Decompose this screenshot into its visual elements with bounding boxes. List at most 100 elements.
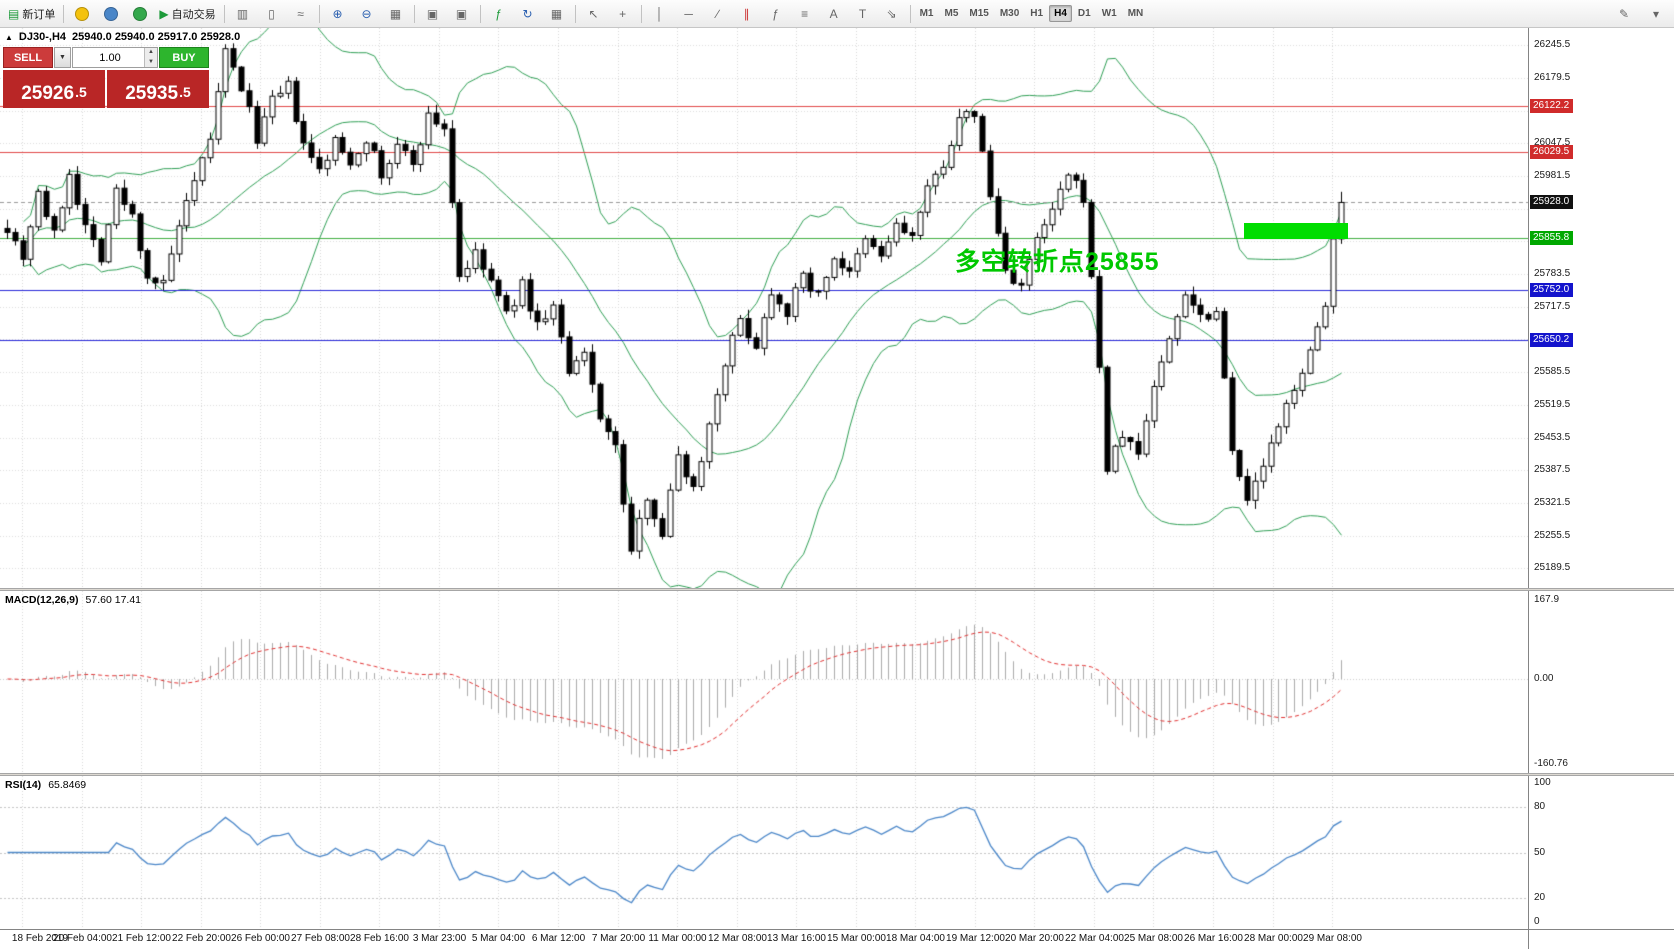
time-label: 5 Mar 04:00: [471, 933, 526, 944]
line-chart-button[interactable]: ≈: [287, 2, 315, 26]
rsi-axis[interactable]: 100 80 50 20 0: [1528, 776, 1674, 929]
macd-canvas[interactable]: [0, 591, 1528, 773]
timeframe-m5[interactable]: M5: [944, 8, 959, 19]
bar-chart-button[interactable]: ▥: [229, 2, 257, 26]
buy-price-box[interactable]: 25935 .5: [107, 70, 209, 108]
vertical-line-button[interactable]: │: [646, 2, 674, 26]
time-axis[interactable]: 18 Feb 2019 20 Feb 04:00 21 Feb 12:00 22 Fe…: [0, 929, 1528, 949]
arrow-tool-button[interactable]: ⇘: [878, 2, 906, 26]
time-label: 22 Feb 20:00: [172, 933, 231, 944]
price-level-badge: 26029.5: [1530, 145, 1574, 160]
price-axis[interactable]: 26245.5 26179.5 26047.5 25981.5 25783.5 25717…: [1528, 28, 1674, 588]
volume-input[interactable]: [73, 48, 157, 67]
candlestick-button[interactable]: ▯: [258, 2, 286, 26]
ohlc-values: 25940.0 25940.0 25917.0 25928.0: [72, 31, 241, 43]
tile-windows-button[interactable]: ▣: [419, 2, 447, 26]
text-button[interactable]: A: [820, 2, 848, 26]
macd-tick-label: -160.76: [1534, 758, 1568, 769]
signals-button[interactable]: [68, 2, 96, 26]
panel-splitter[interactable]: [0, 588, 1674, 591]
price-tick-label: 25387.5: [1534, 464, 1571, 476]
collapse-icon[interactable]: ▲: [5, 32, 13, 42]
spin-up-icon[interactable]: ▲: [145, 48, 157, 58]
crosshair-icon: +: [619, 6, 627, 21]
toolbar-overflow-button[interactable]: ▾: [1642, 2, 1670, 26]
macd-panel[interactable]: MACD(12,26,9) 57.60 17.41: [0, 591, 1528, 773]
community-button[interactable]: [97, 2, 125, 26]
horizontal-line-icon: ─: [684, 6, 693, 21]
indicators-icon: ƒ: [495, 6, 502, 21]
fibonacci-button[interactable]: ƒ: [762, 2, 790, 26]
timeframe-m1[interactable]: M1: [919, 8, 934, 19]
cursor-icon: ↖: [588, 6, 599, 21]
time-label: 26 Mar 16:00: [1184, 933, 1243, 944]
rsi-tick-label: 0: [1534, 916, 1540, 927]
timeframe-mn[interactable]: MN: [1127, 8, 1144, 19]
crosshair-button[interactable]: +: [609, 2, 637, 26]
channel-button[interactable]: ∥: [733, 2, 761, 26]
rsi-canvas[interactable]: [0, 776, 1528, 929]
volume-stepper[interactable]: ▲ ▼: [144, 48, 157, 67]
period-button[interactable]: ↻: [514, 2, 542, 26]
sell-button[interactable]: SELL: [3, 47, 53, 68]
indicators-button[interactable]: ƒ: [485, 2, 513, 26]
price-chart-area[interactable]: ▲ DJ30-,H4 25940.0 25940.0 25917.0 25928…: [0, 28, 1528, 588]
time-label: 18 Mar 04:00: [886, 933, 945, 944]
macd-name: MACD(12,26,9): [5, 594, 79, 606]
market-button[interactable]: [126, 2, 154, 26]
template-icon: ▦: [550, 6, 563, 21]
separator: [574, 4, 576, 23]
template-button[interactable]: ▦: [543, 2, 571, 26]
horizontal-line-button[interactable]: ─: [675, 2, 703, 26]
separator: [640, 4, 642, 23]
time-label: 28 Mar 00:00: [1244, 933, 1303, 944]
price-tick-label: 25519.5: [1534, 398, 1571, 410]
time-label: 26 Feb 00:00: [231, 933, 290, 944]
timeframe-m15[interactable]: M15: [969, 8, 989, 19]
timeframe-h1[interactable]: H1: [1030, 8, 1044, 19]
chevron-down-icon: ▾: [1652, 6, 1660, 21]
price-chart-canvas[interactable]: [0, 28, 1528, 588]
new-order-button[interactable]: ▤ 新订单: [4, 2, 59, 26]
macd-tick-label: 0.00: [1534, 673, 1554, 684]
chevron-down-icon: ▼: [59, 54, 66, 61]
cursor-button[interactable]: ↖: [580, 2, 608, 26]
panel-splitter[interactable]: [0, 773, 1674, 776]
vertical-line-icon: │: [655, 6, 664, 21]
timeframe-w1[interactable]: W1: [1101, 8, 1117, 19]
zoom-in-button[interactable]: ⊕: [324, 2, 352, 26]
trendline-button[interactable]: ∕: [704, 2, 732, 26]
separator: [413, 4, 415, 23]
timeframe-m30[interactable]: M30: [999, 8, 1020, 19]
price-tick-label: 25321.5: [1534, 497, 1571, 508]
macd-axis[interactable]: 167.9 0.00 -160.76: [1528, 591, 1674, 773]
auto-trading-button[interactable]: ▶ 自动交易: [155, 2, 219, 26]
rsi-name: RSI(14): [5, 779, 42, 791]
timeframe-h4[interactable]: H4: [1049, 5, 1072, 22]
zoom-out-button[interactable]: ⊖: [353, 2, 381, 26]
timeframe-d1[interactable]: D1: [1077, 8, 1091, 19]
fibonacci-icon: ƒ: [772, 6, 779, 21]
candlestick-icon: ▯: [268, 6, 275, 21]
spin-down-icon[interactable]: ▼: [145, 57, 157, 67]
price-tick-label: 25981.5: [1534, 169, 1571, 181]
axis-corner: [1528, 929, 1674, 949]
edit-button[interactable]: ✎: [1610, 2, 1638, 26]
rsi-panel[interactable]: RSI(14) 65.8469: [0, 776, 1528, 929]
bar-chart-icon: ▥: [236, 6, 249, 21]
zoom-in-icon: ⊕: [332, 6, 343, 21]
community-icon: [104, 6, 119, 21]
time-label: 21 Feb 12:00: [112, 933, 171, 944]
shapes-button[interactable]: ≡: [791, 2, 819, 26]
rsi-tick-label: 50: [1534, 846, 1546, 858]
symbol-timeframe-label: DJ30-,H4: [18, 31, 66, 43]
new-order-label: 新订单: [22, 8, 56, 21]
sell-price-box[interactable]: 25926 .5: [3, 70, 105, 108]
volume-dropdown-button[interactable]: ▼: [54, 47, 71, 68]
buy-price: 25935: [125, 83, 179, 104]
tile-windows-icon: ▣: [426, 6, 439, 21]
grid-button[interactable]: ▦: [382, 2, 410, 26]
buy-button[interactable]: BUY: [159, 47, 209, 68]
arrange-windows-button[interactable]: ▣: [448, 2, 476, 26]
label-button[interactable]: T: [849, 2, 877, 26]
